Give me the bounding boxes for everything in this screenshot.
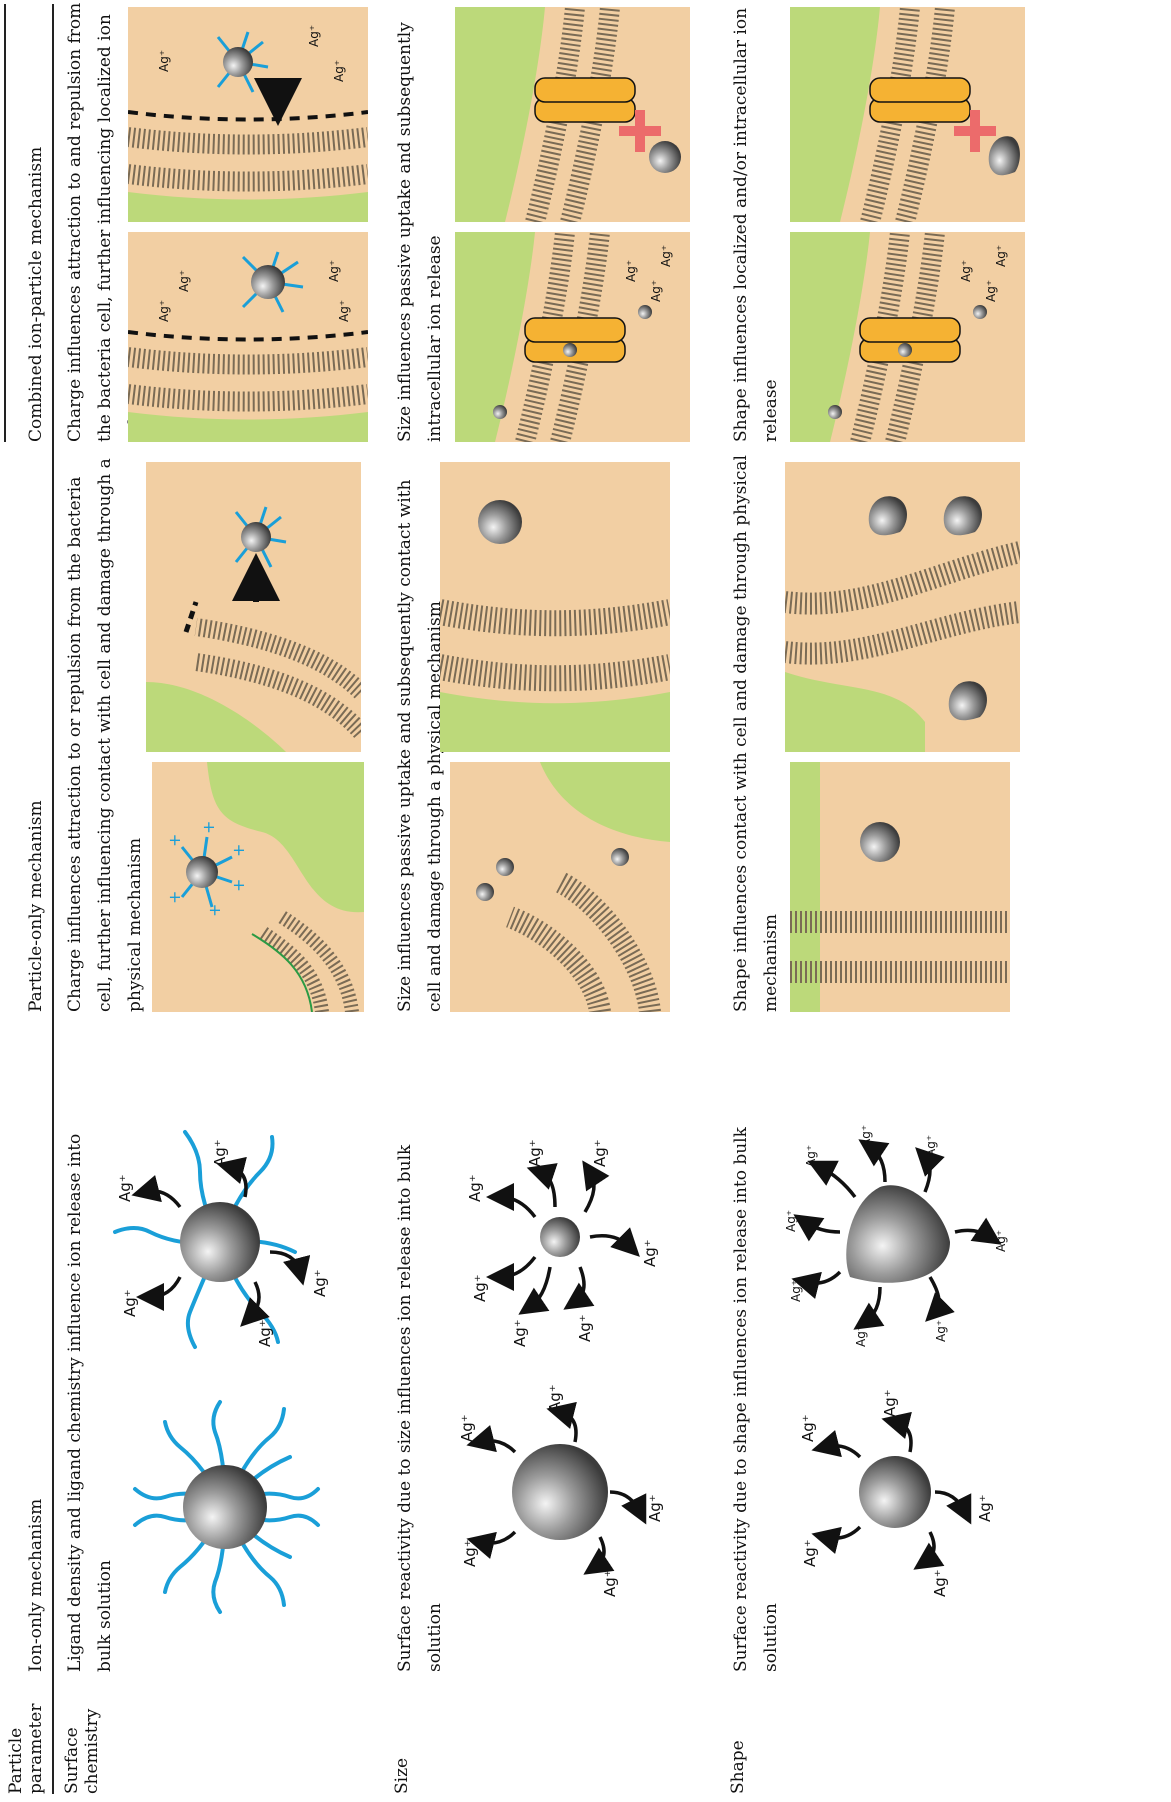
svg-text:Ag⁺: Ag⁺ [804, 1145, 818, 1167]
row-label-shape: Shape [728, 1740, 748, 1794]
svg-text:Ag⁺: Ag⁺ [641, 1239, 659, 1267]
svg-text:Ag⁺: Ag⁺ [984, 280, 998, 302]
panel-size-particle-small [450, 762, 670, 1012]
svg-text:Ag⁺: Ag⁺ [789, 1280, 803, 1302]
svg-text:Ag⁺: Ag⁺ [211, 1139, 229, 1167]
svg-text:Ag⁺: Ag⁺ [466, 1174, 484, 1202]
panel-surface-ion-dense [125, 1392, 325, 1622]
svg-text:Ag⁺: Ag⁺ [576, 1314, 594, 1342]
svg-text:Ag⁺: Ag⁺ [624, 260, 638, 282]
svg-text:Ag⁺: Ag⁺ [959, 260, 973, 282]
svg-text:Ag⁺: Ag⁺ [471, 1274, 489, 1302]
caption-shape-combined: Shape influences localized and/or intrac… [731, 7, 781, 442]
header-particle-only: Particle-only mechanism [26, 800, 46, 1012]
svg-text:+: + [199, 821, 218, 834]
ag-ion-label: Ag⁺ [121, 1289, 139, 1317]
panel-surface-combined-positive: Ag⁺ Ag⁺ Ag⁺ Ag⁺ [128, 232, 368, 442]
svg-text:Ag⁺: Ag⁺ [116, 1174, 134, 1202]
svg-text:Ag⁺: Ag⁺ [799, 1414, 817, 1442]
svg-text:Ag⁺: Ag⁺ [924, 1135, 938, 1157]
svg-text:+: + [229, 844, 248, 857]
svg-text:Ag⁺: Ag⁺ [177, 270, 191, 292]
panel-surface-particle-negative [146, 462, 361, 752]
svg-text:Ag⁺: Ag⁺ [649, 280, 663, 302]
svg-text:Ag⁺: Ag⁺ [157, 50, 171, 72]
header-rule [52, 4, 54, 1794]
svg-text:Ag⁺: Ag⁺ [646, 1494, 664, 1522]
svg-text:Ag⁺: Ag⁺ [934, 1320, 948, 1342]
header-ion-only: Ion-only mechanism [26, 1498, 46, 1672]
svg-text:Ag⁺: Ag⁺ [994, 245, 1008, 267]
svg-text:Ag⁺: Ag⁺ [601, 1569, 619, 1597]
svg-text:Ag⁺: Ag⁺ [526, 1139, 544, 1167]
panel-size-ion-large: Ag⁺ Ag⁺ Ag⁺ Ag⁺ Ag⁺ [450, 1372, 670, 1612]
row-label-size: Size [392, 1757, 412, 1794]
svg-text:Ag⁺: Ag⁺ [458, 1414, 476, 1442]
panel-size-combined-small: Ag⁺ Ag⁺ Ag⁺ [455, 232, 690, 442]
svg-text:+: + [205, 904, 224, 917]
row-label-surface-chemistry: Surface chemistry [62, 1708, 102, 1794]
panel-size-particle-large [440, 462, 670, 752]
svg-text:Ag⁺: Ag⁺ [801, 1539, 819, 1567]
caption-size-combined: Size influences passive uptake and subse… [395, 22, 445, 442]
svg-text:Ag⁺: Ag⁺ [994, 1230, 1008, 1252]
panel-size-ion-small: Ag⁺ Ag⁺ Ag⁺ Ag⁺ Ag⁺ Ag⁺ Ag⁺ [440, 1112, 680, 1362]
caption-surface-particle: Charge influences attraction to or repul… [65, 458, 145, 1012]
header-combined: Combined ion-particle mechanism [26, 146, 46, 442]
svg-text:Ag⁺: Ag⁺ [256, 1319, 274, 1347]
svg-text:Ag⁺: Ag⁺ [881, 1389, 899, 1417]
svg-text:Ag⁺: Ag⁺ [332, 60, 346, 82]
svg-text:Ag⁺: Ag⁺ [337, 300, 351, 322]
panel-shape-particle-triangle [785, 462, 1020, 752]
svg-text:Ag⁺: Ag⁺ [157, 300, 171, 322]
panel-shape-combined-small: Ag⁺ Ag⁺ Ag⁺ [790, 232, 1025, 442]
panel-shape-particle-sphere [790, 762, 1010, 1012]
panel-surface-combined-negative: Ag⁺ Ag⁺ Ag⁺ [128, 7, 368, 222]
panel-surface-particle-positive: + + + + + + [152, 762, 364, 1012]
svg-text:Ag⁺: Ag⁺ [461, 1539, 479, 1567]
svg-text:Ag⁺: Ag⁺ [307, 25, 321, 47]
panel-shape-combined-large [790, 7, 1025, 222]
panel-size-combined-large [455, 7, 690, 222]
svg-text:Ag⁺: Ag⁺ [976, 1494, 994, 1522]
svg-text:Ag⁺: Ag⁺ [931, 1569, 949, 1597]
svg-text:+: + [165, 891, 184, 904]
svg-text:Ag⁺: Ag⁺ [854, 1325, 868, 1347]
panel-surface-ion-sparse: Ag⁺ Ag⁺ Ag⁺ Ag⁺ Ag⁺ [100, 1112, 340, 1372]
top-rule [4, 4, 6, 442]
svg-text:Ag⁺: Ag⁺ [591, 1139, 609, 1167]
svg-text:Ag⁺: Ag⁺ [327, 260, 341, 282]
svg-text:+: + [229, 879, 248, 892]
header-particle-parameter: Particle parameter [6, 1703, 46, 1794]
svg-text:+: + [165, 834, 184, 847]
svg-text:Ag⁺: Ag⁺ [511, 1319, 529, 1347]
svg-text:Ag⁺: Ag⁺ [659, 245, 673, 267]
panel-shape-ion-sphere: Ag⁺ Ag⁺ Ag⁺ Ag⁺ Ag⁺ [785, 1372, 1005, 1612]
svg-text:Ag⁺: Ag⁺ [859, 1125, 873, 1147]
svg-text:Ag⁺: Ag⁺ [784, 1210, 798, 1232]
caption-shape-particle: Shape influences contact with cell and d… [731, 455, 781, 1012]
svg-text:Ag⁺: Ag⁺ [311, 1269, 329, 1297]
svg-text:Ag⁺: Ag⁺ [546, 1384, 564, 1412]
panel-shape-ion-triangle: Ag⁺ Ag⁺ Ag⁺ Ag⁺ Ag⁺ Ag⁺ Ag⁺ Ag⁺ [770, 1112, 1020, 1362]
